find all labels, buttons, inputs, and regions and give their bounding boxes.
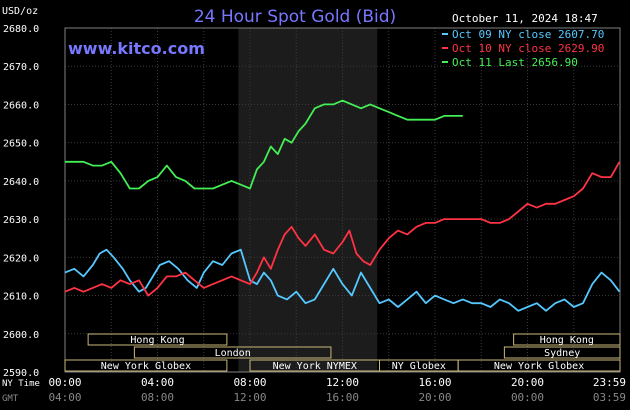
ny-time-label: NY Time xyxy=(2,379,40,389)
market-bar xyxy=(503,346,621,359)
x-tick-label-ny: 16:00 xyxy=(418,376,451,389)
y-tick-label: 2590.0 xyxy=(3,368,39,379)
chart-title: 24 Hour Spot Gold (Bid) xyxy=(194,7,396,27)
market-bar xyxy=(87,333,228,346)
series-line xyxy=(64,248,621,312)
y-tick-label: 2610.0 xyxy=(3,292,39,303)
timestamp: October 11, 2024 18:47 xyxy=(452,12,598,25)
x-tick-label-ny: 12:00 xyxy=(326,376,359,389)
market-label: New York Globex xyxy=(494,361,584,372)
y-tick-label: 2670.0 xyxy=(3,62,39,73)
gmt-label: GMT xyxy=(2,394,19,404)
market-bar xyxy=(513,333,621,346)
market-bar xyxy=(457,359,621,372)
legend-item: Oct 10 NY close 2629.90 xyxy=(452,42,604,55)
y-tick-label: 2600.0 xyxy=(3,330,39,341)
x-tick-label-gmt: 03:59 xyxy=(593,391,626,404)
x-tick-label-gmt: 04:00 xyxy=(48,391,81,404)
y-tick-label: 2640.0 xyxy=(3,177,39,188)
market-bar xyxy=(64,359,228,372)
market-label: Hong Kong xyxy=(540,335,594,346)
x-tick-label-ny: 04:00 xyxy=(141,376,174,389)
legend-swatch xyxy=(442,33,448,35)
x-tick-label-ny: 08:00 xyxy=(233,376,266,389)
series-line xyxy=(64,161,621,297)
x-tick-label-ny: 00:00 xyxy=(48,376,81,389)
x-tick-label-gmt: 20:00 xyxy=(418,391,451,404)
unit-label: USD/oz xyxy=(2,6,38,17)
market-label: New York Globex xyxy=(101,361,191,372)
y-tick-label: 2680.0 xyxy=(3,24,39,35)
market-label: New York NYMEX xyxy=(273,361,357,372)
y-tick-label: 2620.0 xyxy=(3,253,39,264)
x-tick-label-ny: 20:00 xyxy=(511,376,544,389)
legend-swatch xyxy=(442,47,448,49)
legend-item: Oct 11 Last 2656.90 xyxy=(452,56,578,69)
market-label: London xyxy=(215,348,251,359)
plot-frame xyxy=(64,27,621,373)
market-label: NY Globex xyxy=(392,361,446,372)
legend-item: Oct 09 NY close 2607.70 xyxy=(452,28,604,41)
x-tick-label-gmt: 12:00 xyxy=(233,391,266,404)
y-tick-label: 2630.0 xyxy=(3,215,39,226)
x-tick-label-gmt: 08:00 xyxy=(141,391,174,404)
shaded-session xyxy=(238,28,378,372)
x-tick-label-ny: 23:59 xyxy=(593,376,626,389)
market-label: Sydney xyxy=(544,348,580,359)
y-tick-label: 2660.0 xyxy=(3,100,39,111)
y-tick-label: 2650.0 xyxy=(3,139,39,150)
series-line xyxy=(65,99,463,190)
site-link[interactable]: www.kitco.com xyxy=(68,39,205,58)
x-tick-label-gmt: 00:00 xyxy=(511,391,544,404)
market-bar xyxy=(133,346,332,359)
market-label: Hong Kong xyxy=(130,335,184,346)
legend-swatch xyxy=(442,61,448,63)
x-tick-label-gmt: 16:00 xyxy=(326,391,359,404)
